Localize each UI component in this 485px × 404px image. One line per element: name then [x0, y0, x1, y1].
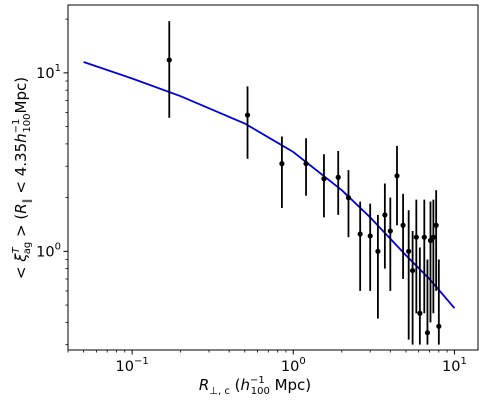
data-point [394, 173, 400, 179]
data-point [375, 248, 381, 254]
data-point [410, 267, 416, 274]
data-point [413, 234, 419, 240]
y-axis-label: < ξTag > (R∥ < 4.35h−1100Mpc) [11, 77, 33, 279]
x-axis-label: R⊥, c (h−1 100 Mpc) [199, 375, 311, 397]
data-point [424, 330, 431, 336]
plot-frame [67, 4, 479, 351]
data-point [400, 222, 406, 228]
data-point [166, 57, 172, 63]
data-point [417, 310, 423, 316]
data-point [406, 248, 412, 254]
x-tick-label: 10−1 [116, 356, 149, 375]
major-ticks [63, 72, 455, 355]
data-point [433, 222, 439, 228]
y-tick-label: 101 [36, 63, 61, 82]
data-point [436, 323, 442, 329]
tick-labels: 10−1 100 101 100 101 [36, 63, 467, 375]
data-point [335, 174, 341, 180]
data-points [166, 21, 442, 345]
data-point [321, 176, 327, 182]
data-point [382, 212, 388, 218]
model-line [83, 61, 456, 309]
y-tick-label: 100 [36, 241, 61, 260]
data-point [430, 234, 436, 240]
data-point [357, 231, 363, 237]
x-tick-label: 100 [281, 356, 306, 375]
data-point [367, 233, 373, 239]
data-point [244, 112, 251, 118]
data-point [279, 161, 285, 167]
data-point [421, 234, 427, 240]
x-tick-label: 101 [442, 356, 467, 375]
data-point [387, 228, 393, 234]
minor-ticks [65, 18, 448, 353]
data-point [345, 195, 352, 201]
model-curve [83, 61, 456, 309]
data-point [303, 161, 309, 167]
